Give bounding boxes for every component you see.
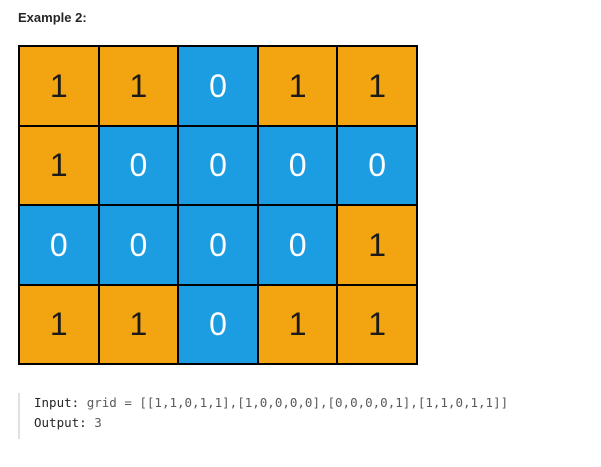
example-heading: Example 2: [18, 10, 87, 25]
output-label: Output: [34, 415, 87, 430]
grid-cell: 0 [338, 126, 416, 204]
grid-cell: 1 [99, 47, 178, 125]
example-code-block: Input: grid = [[1,1,0,1,1],[1,0,0,0,0],[… [18, 393, 588, 439]
input-label: Input: [34, 395, 80, 410]
grid-cell: 1 [338, 206, 416, 284]
input-line: Input: grid = [[1,1,0,1,1],[1,0,0,0,0],[… [34, 393, 588, 413]
grid-cell: 0 [258, 206, 337, 284]
grid-cell: 1 [99, 285, 178, 363]
grid-cell: 0 [179, 285, 257, 363]
grid-cell: 1 [338, 47, 416, 125]
output-value: 3 [94, 415, 102, 430]
grid-cell: 0 [99, 206, 178, 284]
grid-cell: 0 [179, 126, 257, 204]
grid-cell: 1 [258, 47, 337, 125]
input-value: grid = [[1,1,0,1,1],[1,0,0,0,0],[0,0,0,0… [86, 395, 509, 410]
grid-cell: 0 [179, 206, 257, 284]
grid-cell: 0 [20, 206, 98, 284]
grid-cell: 1 [258, 285, 337, 363]
grid-cell: 0 [258, 126, 337, 204]
grid-cell: 1 [20, 126, 98, 204]
grid-cell: 0 [179, 47, 257, 125]
grid-cell: 1 [338, 285, 416, 363]
grid-cell: 0 [99, 126, 178, 204]
grid-cell: 1 [20, 285, 98, 363]
grid-cell: 1 [20, 47, 98, 125]
output-line: Output: 3 [34, 413, 588, 433]
